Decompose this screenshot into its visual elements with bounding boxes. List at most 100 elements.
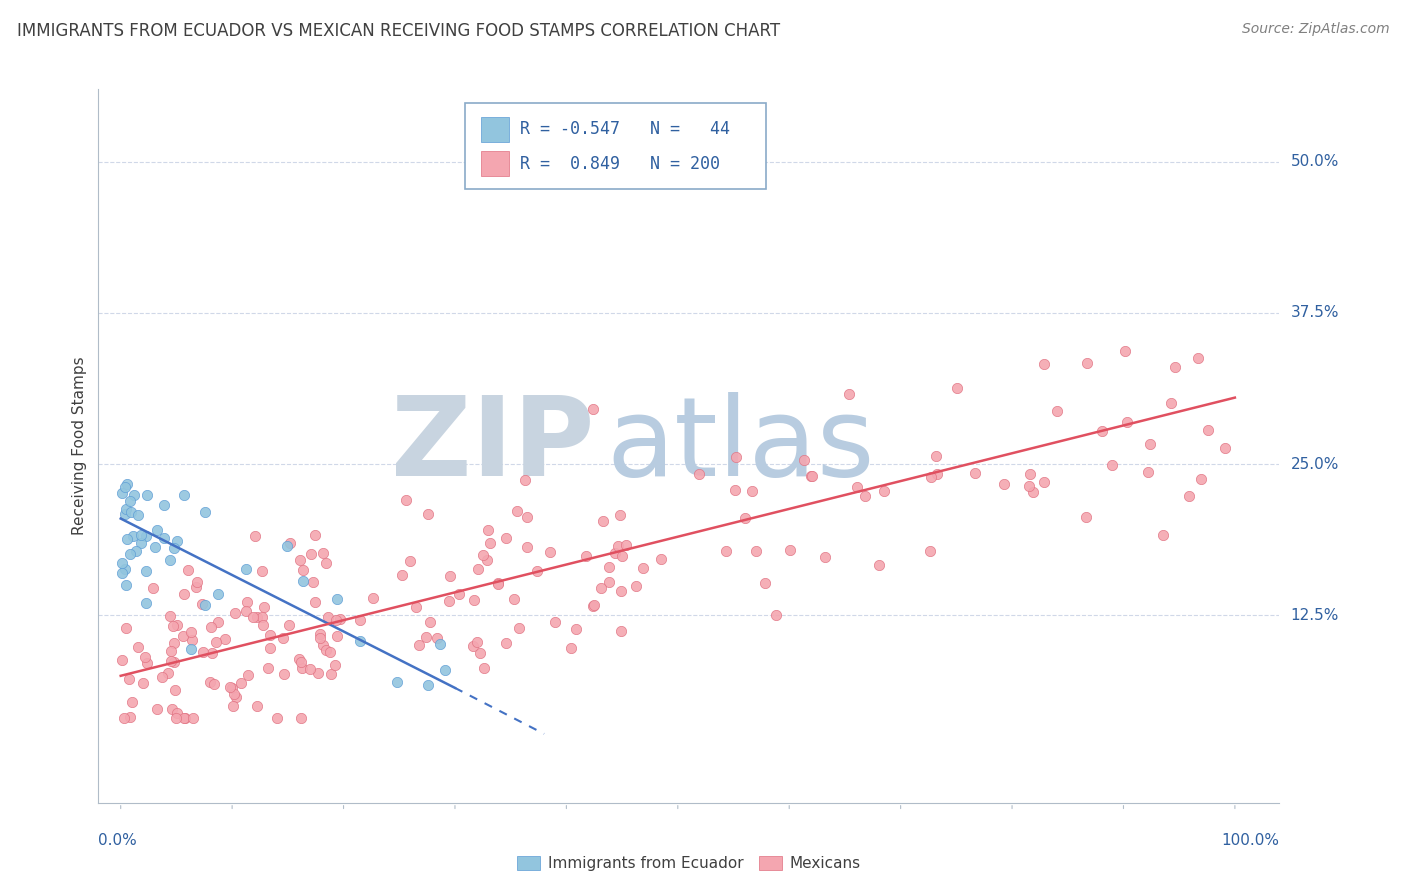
Point [516, 510, 538, 524]
Point [467, 561, 489, 575]
Point [560, 641, 582, 656]
Point [280, 535, 302, 549]
Point [111, 556, 134, 570]
Point [349, 614, 371, 628]
Point [135, 529, 157, 543]
Point [114, 480, 136, 494]
Point [153, 531, 176, 545]
Point [266, 711, 288, 725]
FancyBboxPatch shape [464, 103, 766, 189]
Point [326, 629, 349, 643]
Point [472, 661, 495, 675]
Point [218, 680, 240, 694]
Point [471, 548, 494, 562]
Point [115, 502, 138, 516]
Point [245, 529, 267, 543]
Text: ZIP: ZIP [391, 392, 595, 500]
Point [439, 569, 461, 583]
Point [589, 581, 612, 595]
Text: R =  0.849   N = 200: R = 0.849 N = 200 [520, 154, 720, 172]
Point [312, 545, 335, 559]
Point [329, 612, 352, 626]
Point [415, 630, 437, 644]
Point [288, 552, 311, 566]
Point [299, 547, 322, 561]
Point [845, 480, 868, 494]
Point [582, 598, 605, 612]
Point [873, 483, 896, 498]
Text: 25.0%: 25.0% [1291, 457, 1339, 472]
Point [610, 584, 633, 599]
Point [290, 656, 312, 670]
Point [609, 508, 631, 522]
Point [159, 553, 181, 567]
Point [486, 575, 509, 590]
Point [1191, 472, 1213, 486]
Point [173, 587, 195, 601]
Point [813, 550, 835, 565]
Point [235, 562, 257, 576]
Point [259, 641, 281, 656]
Point [193, 599, 215, 613]
Point [925, 467, 948, 481]
Point [624, 578, 647, 592]
Point [222, 687, 245, 701]
Point [114, 621, 136, 635]
Point [253, 599, 276, 614]
Point [172, 629, 194, 643]
Point [173, 711, 195, 725]
Point [160, 654, 183, 668]
Point [136, 487, 159, 501]
Point [288, 652, 311, 666]
Point [607, 539, 630, 553]
Point [325, 613, 347, 627]
Point [166, 706, 188, 720]
Point [156, 666, 179, 681]
Point [1114, 344, 1136, 359]
Y-axis label: Receiving Food Stamps: Receiving Food Stamps [72, 357, 87, 535]
Point [426, 632, 449, 646]
Point [222, 698, 245, 713]
Point [1090, 425, 1112, 439]
Point [853, 489, 876, 503]
Point [181, 711, 204, 725]
Point [132, 676, 155, 690]
Point [603, 546, 626, 560]
Point [242, 610, 264, 624]
Point [120, 494, 142, 508]
Point [129, 528, 152, 542]
Point [200, 675, 222, 690]
Point [298, 662, 321, 676]
Point [575, 549, 598, 563]
Point [714, 544, 737, 558]
Point [152, 498, 174, 512]
Point [538, 545, 561, 559]
Point [1136, 465, 1159, 479]
Point [945, 381, 967, 395]
Point [315, 643, 337, 657]
Point [163, 655, 186, 669]
Point [122, 529, 145, 543]
Point [463, 640, 485, 654]
Point [433, 663, 456, 677]
Point [612, 549, 634, 563]
Point [688, 467, 710, 482]
Point [166, 618, 188, 632]
Point [180, 632, 202, 647]
Point [508, 621, 530, 635]
Point [741, 483, 763, 498]
Point [800, 468, 823, 483]
Point [163, 541, 186, 555]
Point [734, 511, 756, 525]
Point [136, 657, 159, 671]
Point [115, 578, 138, 592]
Point [201, 646, 224, 660]
Point [1160, 396, 1182, 410]
Point [291, 661, 314, 675]
Point [495, 531, 517, 545]
Point [174, 711, 197, 725]
Point [1115, 415, 1137, 429]
Point [115, 532, 138, 546]
Point [114, 562, 136, 576]
Point [221, 681, 243, 695]
